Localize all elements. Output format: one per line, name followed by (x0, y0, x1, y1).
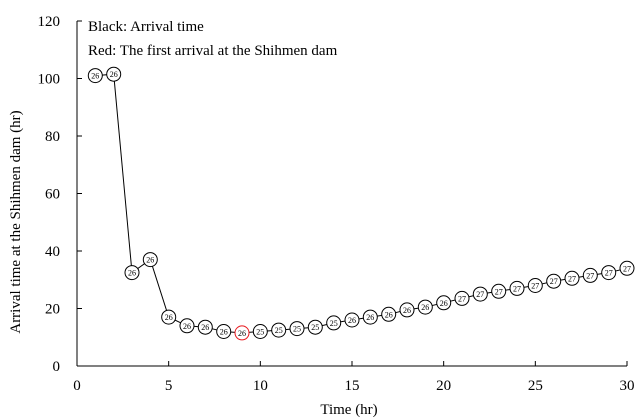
data-point-label: 27 (605, 269, 613, 278)
data-point (179, 318, 195, 334)
data-point-label: 26 (110, 70, 118, 79)
data-point (454, 290, 470, 306)
x-tick-label: 20 (436, 378, 451, 394)
data-point-label: 26 (165, 313, 173, 322)
data-point (216, 324, 232, 339)
data-point (546, 273, 562, 289)
y-axis-title: Arrival time at the Shihmen dam (hr) (8, 110, 24, 333)
y-tick-label: 60 (45, 187, 60, 203)
x-tick-label: 5 (165, 378, 173, 394)
data-point-label: 26 (91, 72, 99, 81)
y-tick-label: 100 (38, 72, 61, 88)
data-point-label: 26 (440, 299, 448, 308)
series-arrival-time: 26 26 26 26 26 26 26 26 26 25 25 25 25 25 26 26 26 26 26 26… (87, 66, 635, 341)
data-point-label: 26 (220, 328, 228, 337)
x-tick-label: 10 (253, 378, 268, 394)
data-point-label: 26 (146, 256, 154, 265)
data-point (564, 270, 580, 286)
x-tick-label: 25 (528, 378, 543, 394)
data-point-label: 26 (238, 329, 246, 338)
data-point (601, 265, 617, 281)
data-point (106, 66, 122, 82)
data-point-label: 26 (348, 316, 356, 325)
data-point-label: 27 (586, 271, 594, 280)
data-point-label: 26 (403, 306, 411, 315)
first-arrival-marker (234, 325, 250, 341)
data-point (161, 309, 177, 325)
data-point (87, 68, 103, 84)
data-point (289, 321, 305, 337)
data-point (142, 252, 158, 268)
x-tick-label: 15 (345, 378, 360, 394)
data-point (491, 283, 507, 299)
data-point-label: 27 (458, 294, 466, 303)
data-point-label: 26 (183, 322, 191, 331)
y-tick-label: 0 (53, 359, 61, 375)
x-tick-label: 30 (620, 378, 635, 394)
data-point-label: 26 (385, 310, 393, 319)
data-point (381, 306, 397, 322)
legend-note-red: Red: The first arrival at the Shihmen da… (88, 43, 338, 59)
data-point (124, 265, 140, 281)
data-point (252, 324, 268, 339)
data-point-label: 27 (476, 290, 484, 299)
data-point (197, 319, 213, 335)
data-point-label: 27 (623, 264, 631, 273)
data-point (417, 299, 433, 315)
data-point-label: 25 (293, 325, 301, 334)
data-point (362, 309, 378, 325)
x-tick-label: 0 (73, 378, 81, 394)
y-tick-label: 20 (45, 302, 60, 318)
y-tick-label: 80 (45, 129, 60, 145)
data-point-label: 25 (311, 323, 319, 332)
data-point-label: 26 (128, 269, 136, 278)
data-point-label: 27 (495, 287, 503, 296)
axes (76, 20, 628, 367)
data-point (271, 322, 287, 338)
data-point-label: 26 (201, 323, 209, 332)
data-point (619, 260, 635, 276)
data-point (399, 302, 415, 318)
data-point (326, 315, 342, 331)
data-point (582, 267, 598, 283)
data-point-label: 27 (531, 282, 539, 291)
data-point-label: 27 (568, 274, 576, 283)
data-point (472, 286, 488, 302)
data-point (307, 319, 323, 335)
data-point-label: 27 (513, 284, 521, 293)
data-point-label: 25 (275, 326, 283, 335)
legend-note-black: Black: Arrival time (88, 19, 204, 35)
data-point (527, 278, 543, 293)
series-line (95, 73, 628, 334)
data-point (509, 280, 525, 296)
data-point-label: 26 (421, 303, 429, 312)
data-point-label: 25 (256, 328, 264, 337)
data-point-label: 27 (550, 277, 558, 286)
data-point (344, 312, 360, 328)
y-tick-label: 40 (45, 244, 60, 260)
tick-labels: 0 20 40 60 80 100 120 0 5 10 15 20 25 30 (38, 14, 635, 394)
y-tick-label: 120 (38, 14, 61, 30)
data-point-label: 26 (366, 313, 374, 322)
data-point-label: 25 (330, 319, 338, 328)
data-point (436, 295, 452, 311)
x-axis-title: Time (hr) (320, 402, 377, 418)
